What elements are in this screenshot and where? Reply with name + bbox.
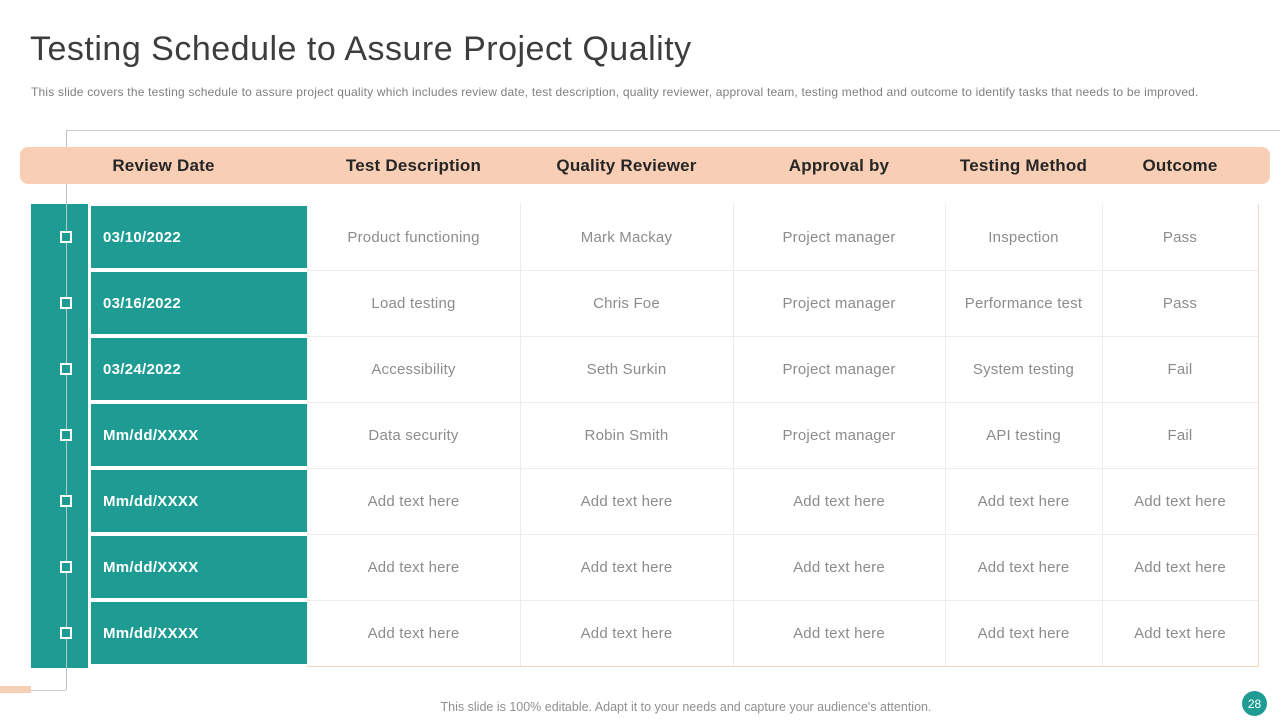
table-cell[interactable]: Project manager	[782, 426, 896, 444]
table-cell[interactable]: Robin Smith	[584, 426, 669, 444]
grid-line	[307, 402, 1258, 403]
grid-line	[307, 204, 308, 666]
table-cell[interactable]: Pass	[1162, 294, 1198, 312]
review-date-cell[interactable]: Mm/dd/XXXX	[91, 404, 307, 466]
guide-line-vertical	[66, 130, 67, 690]
table-cell[interactable]: Add text here	[977, 492, 1070, 510]
table-row: Mm/dd/XXXX Add text here Add text here Add …	[0, 534, 1280, 600]
table-cell[interactable]: Add text here	[367, 624, 460, 642]
table-row: Mm/dd/XXXX Add text here Add text here Add …	[0, 468, 1280, 534]
review-date-cell[interactable]: Mm/dd/XXXX	[91, 536, 307, 598]
row-handle-icon	[60, 495, 72, 507]
column-header-approval-by: Approval by	[788, 156, 890, 175]
table-cell[interactable]: Fail	[1167, 426, 1193, 444]
column-header-outcome: Outcome	[1142, 156, 1218, 175]
row-handle-icon	[60, 429, 72, 441]
review-date-cell[interactable]: 03/16/2022	[91, 272, 307, 334]
grid-line	[945, 204, 946, 666]
grid-line	[307, 534, 1258, 535]
table-cell[interactable]: Add text here	[793, 624, 885, 642]
row-handle-icon	[60, 363, 72, 375]
table-cell[interactable]: Add text here	[977, 624, 1070, 642]
row-handle-icon	[60, 627, 72, 639]
grid-line	[307, 336, 1258, 337]
table-row: Mm/dd/XXXX Add text here Add text here Add …	[0, 600, 1280, 666]
table-row: 03/24/2022 Accessibility Seth Surkin Projec…	[0, 336, 1280, 402]
table-header-band: Review Date Test Description Quality Rev…	[20, 147, 1270, 184]
page-subtitle: This slide covers the testing schedule t…	[31, 85, 1199, 99]
review-date-cell[interactable]: 03/24/2022	[91, 338, 307, 400]
table-cell[interactable]: Mark Mackay	[580, 228, 673, 246]
column-header-review-date: Review Date	[112, 156, 215, 175]
review-date-cell[interactable]: Mm/dd/XXXX	[91, 470, 307, 532]
row-handle-icon	[60, 297, 72, 309]
table-cell[interactable]: Add text here	[580, 624, 673, 642]
table-row: Mm/dd/XXXX Data security Robin Smith Projec…	[0, 402, 1280, 468]
table-cell[interactable]: Data security	[368, 426, 459, 444]
row-handle-icon	[60, 231, 72, 243]
grid-line	[307, 270, 1258, 271]
table-cell[interactable]: API testing	[986, 426, 1061, 444]
bottom-left-accent-bar	[0, 686, 31, 693]
table-cell[interactable]: Add text here	[580, 558, 673, 576]
table-cell[interactable]: Seth Surkin	[586, 360, 667, 378]
table-outer-border-right	[1258, 204, 1259, 667]
table-cell[interactable]: Pass	[1162, 228, 1198, 246]
table-cell[interactable]: Add text here	[580, 492, 673, 510]
table-cell[interactable]: Add text here	[793, 558, 885, 576]
column-header-test-description: Test Description	[345, 156, 482, 175]
table-outer-border-bottom	[307, 666, 1259, 667]
table-cell[interactable]: Fail	[1167, 360, 1193, 378]
table-cell[interactable]: Chris Foe	[593, 294, 660, 312]
grid-line	[307, 468, 1258, 469]
table-cell[interactable]: System testing	[972, 360, 1075, 378]
grid-line	[733, 204, 734, 666]
review-date-cell[interactable]: 03/10/2022	[91, 206, 307, 268]
review-date-cell[interactable]: Mm/dd/XXXX	[91, 602, 307, 664]
page-number-badge: 28	[1242, 691, 1267, 716]
table-cell[interactable]: Performance test	[964, 294, 1083, 312]
column-header-testing-method: Testing Method	[959, 156, 1088, 175]
table-row: 03/10/2022 Product functioning Mark Mackay…	[0, 204, 1280, 270]
guide-line-horizontal	[66, 130, 1280, 131]
guide-line-corner	[31, 690, 66, 691]
table-cell[interactable]: Add text here	[1134, 492, 1226, 510]
table-cell[interactable]: Product functioning	[347, 228, 480, 246]
table-cell[interactable]: Accessibility	[371, 360, 456, 378]
table-cell[interactable]: Inspection	[988, 228, 1059, 246]
table-cell[interactable]: Load testing	[371, 294, 456, 312]
table-row: 03/16/2022 Load testing Chris Foe Project m…	[0, 270, 1280, 336]
table-cell[interactable]: Add text here	[1134, 624, 1226, 642]
table-cell[interactable]: Add text here	[367, 558, 460, 576]
table-cell[interactable]: Add text here	[793, 492, 885, 510]
table-cell[interactable]: Add text here	[977, 558, 1070, 576]
table-cell[interactable]: Add text here	[367, 492, 460, 510]
footer-note: This slide is 100% editable. Adapt it to…	[440, 700, 932, 714]
table-cell[interactable]: Project manager	[782, 294, 896, 312]
page-title: Testing Schedule to Assure Project Quali…	[30, 30, 692, 68]
column-header-quality-reviewer: Quality Reviewer	[556, 156, 697, 175]
table-cell[interactable]: Project manager	[782, 228, 896, 246]
table-cell[interactable]: Add text here	[1134, 558, 1226, 576]
grid-line	[1102, 204, 1103, 666]
table-cell[interactable]: Project manager	[782, 360, 896, 378]
grid-line	[520, 204, 521, 666]
grid-line	[307, 600, 1258, 601]
row-handle-icon	[60, 561, 72, 573]
left-accent-bar	[31, 204, 88, 668]
